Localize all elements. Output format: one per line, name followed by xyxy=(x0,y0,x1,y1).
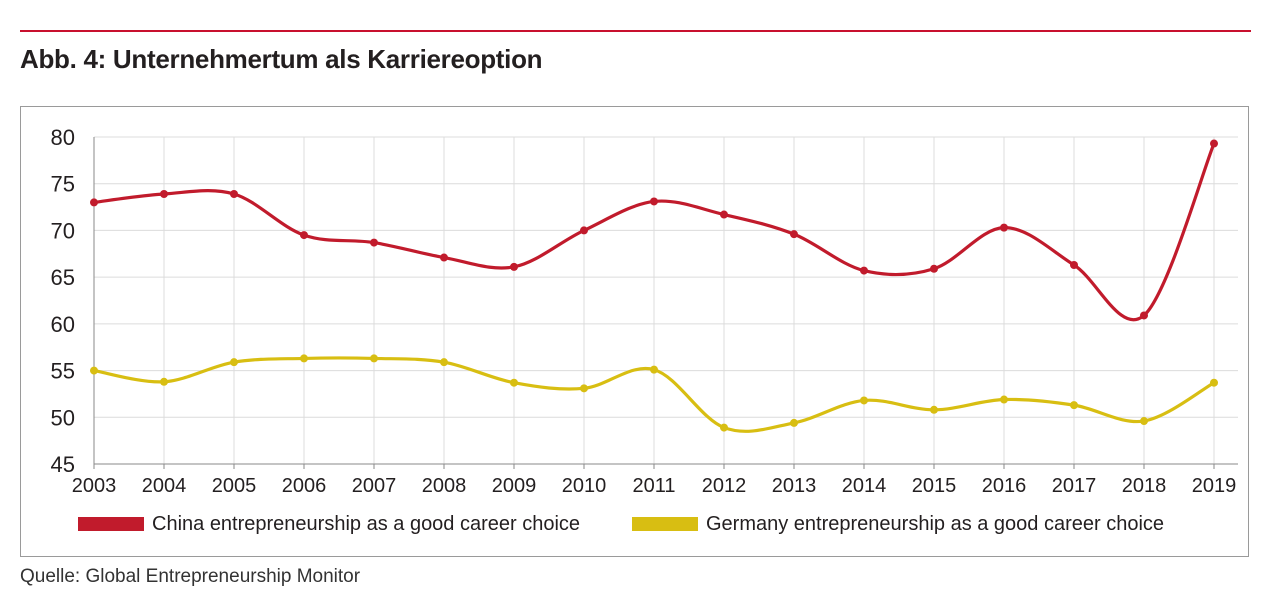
data-point xyxy=(1000,223,1008,232)
data-point xyxy=(1210,139,1218,148)
legend-swatch-germany xyxy=(632,517,698,531)
x-tick-label: 2019 xyxy=(1192,475,1237,497)
data-point xyxy=(300,354,308,363)
legend-label-germany: Germany entrepreneurship as a good caree… xyxy=(706,513,1164,535)
data-point xyxy=(580,226,588,235)
y-axis-ticks: 45 50 55 60 65 70 75 80 xyxy=(51,125,75,477)
x-axis-ticks: 2003 2004 2005 2006 2007 2008 2009 2010 2011 2012… xyxy=(72,475,1237,497)
data-point xyxy=(720,423,728,432)
data-point xyxy=(510,262,518,271)
data-point xyxy=(160,377,168,386)
x-tick-label: 2014 xyxy=(842,475,887,497)
y-tick-label: 45 xyxy=(51,452,75,477)
y-tick-label: 70 xyxy=(51,218,75,243)
data-point xyxy=(160,189,168,198)
x-tick-label: 2010 xyxy=(562,475,607,497)
source-note: Quelle: Global Entrepreneurship Monitor xyxy=(20,566,361,587)
x-tick-label: 2015 xyxy=(912,475,957,497)
data-point xyxy=(90,198,98,207)
data-point xyxy=(230,358,238,367)
grid-lines xyxy=(94,136,1238,464)
data-point xyxy=(1140,417,1148,426)
y-tick-label: 50 xyxy=(51,405,75,430)
x-tick-label: 2013 xyxy=(772,475,817,497)
data-point xyxy=(1070,401,1078,410)
data-point xyxy=(440,358,448,367)
data-point xyxy=(1210,378,1218,387)
x-tick-label: 2005 xyxy=(212,475,257,497)
data-point xyxy=(440,253,448,262)
x-tick-label: 2006 xyxy=(282,475,327,497)
data-point xyxy=(790,230,798,239)
x-tick-label: 2017 xyxy=(1052,475,1097,497)
x-tick-label: 2003 xyxy=(72,475,117,497)
data-point xyxy=(370,354,378,363)
y-tick-label: 75 xyxy=(51,172,75,197)
data-point xyxy=(930,264,938,273)
data-point xyxy=(580,384,588,393)
chart-title: Abb. 4: Unternehmertum als Karriereoptio… xyxy=(20,44,543,74)
series-germany xyxy=(90,354,1218,433)
data-point xyxy=(1070,260,1078,269)
data-point xyxy=(860,396,868,405)
data-point xyxy=(510,378,518,387)
y-tick-label: 65 xyxy=(51,265,75,290)
x-tick-label: 2004 xyxy=(142,475,187,497)
data-point xyxy=(790,418,798,427)
data-point xyxy=(90,366,98,375)
title-rule xyxy=(20,30,1251,32)
data-point xyxy=(300,231,308,240)
axes xyxy=(93,137,1238,469)
x-tick-label: 2018 xyxy=(1122,475,1167,497)
x-tick-label: 2011 xyxy=(632,475,675,497)
chart-frame xyxy=(20,106,1249,557)
y-tick-label: 80 xyxy=(51,125,75,150)
legend-label-china: China entrepreneurship as a good career … xyxy=(152,513,580,535)
data-point xyxy=(860,266,868,275)
x-tick-label: 2007 xyxy=(352,475,397,497)
legend-swatch-china xyxy=(78,517,144,531)
y-tick-label: 55 xyxy=(51,359,75,384)
legend: China entrepreneurship as a good career … xyxy=(78,513,1164,535)
x-tick-label: 2012 xyxy=(702,475,747,497)
data-point xyxy=(930,405,938,414)
data-point xyxy=(230,189,238,198)
data-point xyxy=(1140,311,1148,320)
data-point xyxy=(370,238,378,247)
data-point xyxy=(650,197,658,206)
data-point xyxy=(1000,395,1008,404)
y-tick-label: 60 xyxy=(51,312,75,337)
data-point xyxy=(720,210,728,219)
x-tick-label: 2008 xyxy=(422,475,467,497)
series-line xyxy=(93,142,1216,322)
series-layer xyxy=(90,139,1218,433)
data-point xyxy=(650,365,658,374)
x-tick-label: 2016 xyxy=(982,475,1027,497)
x-tick-label: 2009 xyxy=(492,475,537,497)
series-china xyxy=(90,139,1218,322)
